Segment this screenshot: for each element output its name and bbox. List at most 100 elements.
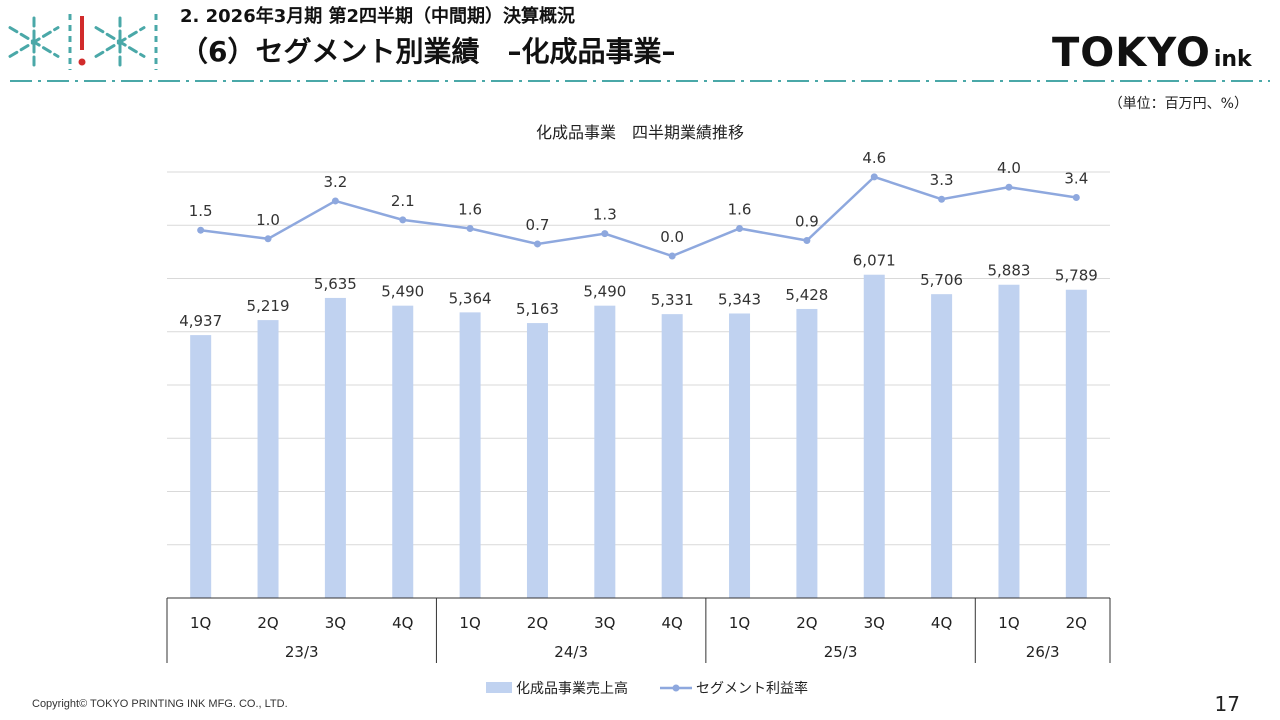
group-tick-label: 23/3 bbox=[285, 643, 319, 661]
bar bbox=[1065, 289, 1087, 598]
bar-value-label: 5,331 bbox=[651, 291, 694, 309]
bar bbox=[796, 308, 818, 598]
line-value-label: 2.1 bbox=[391, 192, 415, 210]
line-value-label: 1.0 bbox=[256, 211, 280, 229]
bar bbox=[324, 297, 346, 598]
category-tick-label: 4Q bbox=[392, 614, 413, 632]
line-point bbox=[466, 224, 474, 232]
profit-margin-line bbox=[200, 175, 1077, 258]
line-value-label: 4.0 bbox=[997, 159, 1021, 177]
deco-red-dot bbox=[78, 58, 86, 66]
line-series bbox=[197, 173, 1080, 260]
line-point bbox=[197, 226, 205, 234]
line-value-label: 1.6 bbox=[458, 200, 482, 218]
copyright-text: Copyright© TOKYO PRINTING INK MFG. CO., … bbox=[32, 698, 288, 710]
decorative-mark-icon bbox=[8, 14, 158, 70]
line-value-label: 3.2 bbox=[323, 173, 347, 191]
bar-value-label: 6,071 bbox=[853, 252, 896, 270]
chart-gridlines bbox=[167, 171, 1110, 599]
line-point bbox=[870, 173, 878, 181]
section-subtitle: 2. 2026年3月期 第2四半期（中間期）決算概況 bbox=[180, 6, 576, 27]
line-value-label: 1.3 bbox=[593, 206, 617, 224]
header-divider bbox=[10, 80, 1270, 82]
line-point bbox=[803, 237, 811, 245]
category-tick-label: 3Q bbox=[325, 614, 346, 632]
line-point bbox=[533, 240, 541, 248]
deco-stroke bbox=[94, 26, 146, 58]
chart-title: 化成品事業 四半期業績推移 bbox=[536, 123, 744, 142]
bar-value-label: 5,883 bbox=[987, 262, 1030, 280]
bar bbox=[190, 335, 212, 598]
line-point bbox=[264, 235, 272, 243]
line-value-label: 0.0 bbox=[660, 228, 684, 246]
category-tick-label: 1Q bbox=[190, 614, 211, 632]
group-tick-label: 25/3 bbox=[824, 643, 858, 661]
bar bbox=[392, 305, 414, 598]
category-tick-label: 1Q bbox=[459, 614, 480, 632]
line-value-label: 3.4 bbox=[1064, 170, 1088, 188]
line-value-label: 1.5 bbox=[189, 202, 213, 220]
bar-value-label: 5,343 bbox=[718, 290, 761, 308]
line-point bbox=[601, 230, 609, 238]
data-labels: 4,937 5,219 5,635 5,490 5,364 5,163 5,490 5,331… bbox=[179, 149, 1098, 330]
category-tick-label: 3Q bbox=[594, 614, 615, 632]
bar-value-label: 5,163 bbox=[516, 300, 559, 318]
category-tick-label: 1Q bbox=[729, 614, 750, 632]
group-tick-label: 26/3 bbox=[1026, 643, 1060, 661]
bar bbox=[459, 312, 481, 598]
category-axis: 1Q 2Q 3Q 4Q 1Q 2Q 3Q 4Q 1Q 2Q 3Q 4Q 1Q 2Q 23/3 24/3 25/3… bbox=[166, 597, 1111, 663]
bar bbox=[729, 313, 751, 598]
category-tick-label: 2Q bbox=[527, 614, 548, 632]
line-point bbox=[331, 197, 339, 205]
legend-bar-swatch bbox=[486, 682, 512, 693]
legend-line-label: セグメント利益率 bbox=[696, 680, 808, 697]
bar bbox=[863, 274, 885, 598]
category-tick-label: 2Q bbox=[257, 614, 278, 632]
line-point bbox=[399, 216, 407, 224]
line-value-label: 0.7 bbox=[526, 216, 550, 234]
line-value-label: 0.9 bbox=[795, 213, 819, 231]
bar-value-label: 5,364 bbox=[449, 289, 492, 307]
category-tick-label: 2Q bbox=[796, 614, 817, 632]
bar bbox=[998, 284, 1020, 598]
bar-value-label: 5,490 bbox=[583, 283, 626, 301]
company-logo: TOKYO ink bbox=[1052, 30, 1252, 76]
legend-line-marker bbox=[672, 684, 680, 692]
page-title: （6）セグメント別業績 –化成品事業– bbox=[180, 35, 676, 68]
logo-sub-text: ink bbox=[1213, 47, 1252, 72]
category-tick-label: 4Q bbox=[661, 614, 682, 632]
bar-series bbox=[190, 274, 1087, 598]
bar bbox=[526, 323, 548, 598]
line-point bbox=[668, 252, 676, 260]
bar bbox=[257, 320, 279, 598]
bar-value-label: 4,937 bbox=[179, 312, 222, 330]
line-point bbox=[1005, 183, 1013, 191]
bar-value-label: 5,428 bbox=[785, 286, 828, 304]
category-tick-label: 2Q bbox=[1066, 614, 1087, 632]
legend-bar-label: 化成品事業売上高 bbox=[516, 680, 628, 697]
category-tick-label: 1Q bbox=[998, 614, 1019, 632]
line-point bbox=[736, 224, 744, 232]
line-value-label: 1.6 bbox=[728, 200, 752, 218]
line-value-label: 3.3 bbox=[930, 171, 954, 189]
bar-value-label: 5,490 bbox=[381, 283, 424, 301]
category-tick-label: 4Q bbox=[931, 614, 952, 632]
page-number: 17 bbox=[1214, 692, 1240, 716]
bar bbox=[931, 294, 953, 598]
category-tick-label: 3Q bbox=[864, 614, 885, 632]
bar-value-label: 5,635 bbox=[314, 275, 357, 293]
bar-value-label: 5,706 bbox=[920, 271, 963, 289]
logo-main-text: TOKYO bbox=[1052, 30, 1211, 76]
bar bbox=[594, 305, 616, 598]
bar bbox=[661, 314, 683, 598]
deco-stroke bbox=[8, 26, 60, 58]
line-value-label: 4.6 bbox=[862, 149, 886, 167]
line-point bbox=[1072, 194, 1080, 202]
unit-label: （単位：百万円、%） bbox=[1108, 96, 1248, 112]
bar-value-label: 5,789 bbox=[1055, 267, 1098, 285]
line-point bbox=[938, 195, 946, 203]
bar-value-label: 5,219 bbox=[247, 297, 290, 315]
chart-legend: 化成品事業売上高 セグメント利益率 bbox=[486, 680, 808, 697]
group-tick-label: 24/3 bbox=[554, 643, 588, 661]
